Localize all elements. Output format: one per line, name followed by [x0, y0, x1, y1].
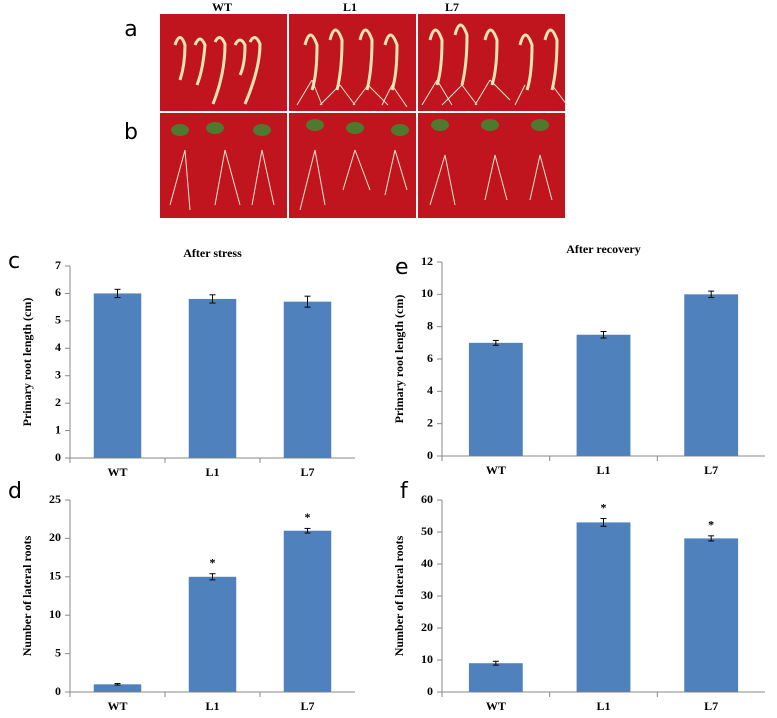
y-tick-label: 6 — [55, 285, 61, 299]
column-label: WT — [212, 0, 232, 14]
chart-title: After recovery — [566, 242, 641, 256]
y-tick-label: 25 — [49, 492, 61, 506]
x-tick-label: L7 — [300, 699, 314, 713]
y-tick-label: 4 — [55, 340, 61, 354]
x-tick-label: L1 — [596, 699, 610, 713]
y-tick-label: 0 — [427, 684, 433, 698]
y-tick-label: 20 — [49, 530, 61, 544]
y-tick-label: 4 — [427, 383, 433, 397]
roots — [296, 79, 408, 108]
panel-letter: d — [8, 479, 22, 504]
x-tick-label: L1 — [205, 699, 219, 713]
bar — [283, 530, 332, 692]
bar — [283, 301, 332, 458]
bar — [188, 298, 237, 458]
y-tick-label: 10 — [421, 652, 433, 666]
seedling — [173, 36, 262, 105]
x-tick-label: WT — [107, 699, 127, 713]
photo-panel: WT L1 L7 a b — [124, 0, 568, 218]
significance-mark: * — [210, 555, 216, 569]
y-tick-label: 10 — [421, 286, 433, 300]
x-tick-label: L1 — [596, 463, 610, 477]
y-tick-label: 7 — [55, 258, 61, 272]
y-tick-label: 30 — [421, 588, 433, 602]
photo — [289, 14, 416, 111]
y-tick-label: 0 — [427, 448, 433, 462]
x-tick-label: WT — [107, 465, 127, 479]
panel-letter: a — [124, 17, 137, 42]
x-tick-label: WT — [486, 463, 506, 477]
significance-mark: * — [601, 500, 607, 514]
significance-mark: * — [305, 510, 311, 524]
y-tick-label: 60 — [421, 492, 433, 506]
y-tick-label: 12 — [421, 254, 433, 268]
y-tick-label: 0 — [55, 450, 61, 464]
bar — [93, 293, 142, 458]
column-label: L7 — [445, 0, 459, 14]
y-tick-label: 5 — [55, 313, 61, 327]
panel-letter: c — [8, 249, 20, 274]
y-tick-label: 3 — [55, 367, 61, 381]
bar — [576, 522, 631, 692]
y-axis-label: Primary root length (cm) — [20, 298, 34, 427]
bar — [188, 576, 237, 692]
seedling — [303, 28, 399, 91]
y-tick-label: 6 — [427, 351, 433, 365]
panel-letter: e — [395, 255, 409, 280]
bar — [93, 684, 142, 692]
y-tick-label: 15 — [49, 569, 61, 583]
y-tick-label: 50 — [421, 524, 433, 538]
roots — [421, 79, 568, 106]
bar — [684, 538, 739, 692]
y-axis-label: Primary root length (cm) — [392, 295, 406, 424]
y-tick-label: 40 — [421, 556, 433, 570]
panel-letter: f — [400, 479, 409, 504]
y-tick-label: 20 — [421, 620, 433, 634]
significance-mark: * — [708, 518, 714, 532]
y-tick-label: 10 — [49, 607, 61, 621]
panel-letter: b — [124, 120, 138, 145]
bar — [684, 294, 739, 456]
roots — [169, 149, 553, 211]
bar — [576, 334, 631, 456]
y-tick-label: 0 — [55, 684, 61, 698]
bar — [468, 342, 523, 456]
x-tick-label: L1 — [205, 465, 219, 479]
x-tick-label: L7 — [704, 699, 718, 713]
y-axis-label: Number of lateral roots — [20, 535, 34, 656]
chart-title: After stress — [183, 246, 242, 260]
x-tick-label: L7 — [704, 463, 718, 477]
column-label: L1 — [343, 0, 357, 14]
x-tick-label: WT — [486, 699, 506, 713]
y-tick-label: 2 — [427, 415, 433, 429]
y-tick-label: 8 — [427, 318, 433, 332]
x-tick-label: L7 — [300, 465, 314, 479]
y-tick-label: 2 — [55, 395, 61, 409]
y-tick-label: 1 — [55, 422, 61, 436]
y-tick-label: 5 — [55, 645, 61, 659]
y-axis-label: Number of lateral roots — [392, 535, 406, 656]
plantlets — [171, 119, 549, 136]
bar — [468, 663, 523, 692]
seedling — [428, 23, 559, 91]
